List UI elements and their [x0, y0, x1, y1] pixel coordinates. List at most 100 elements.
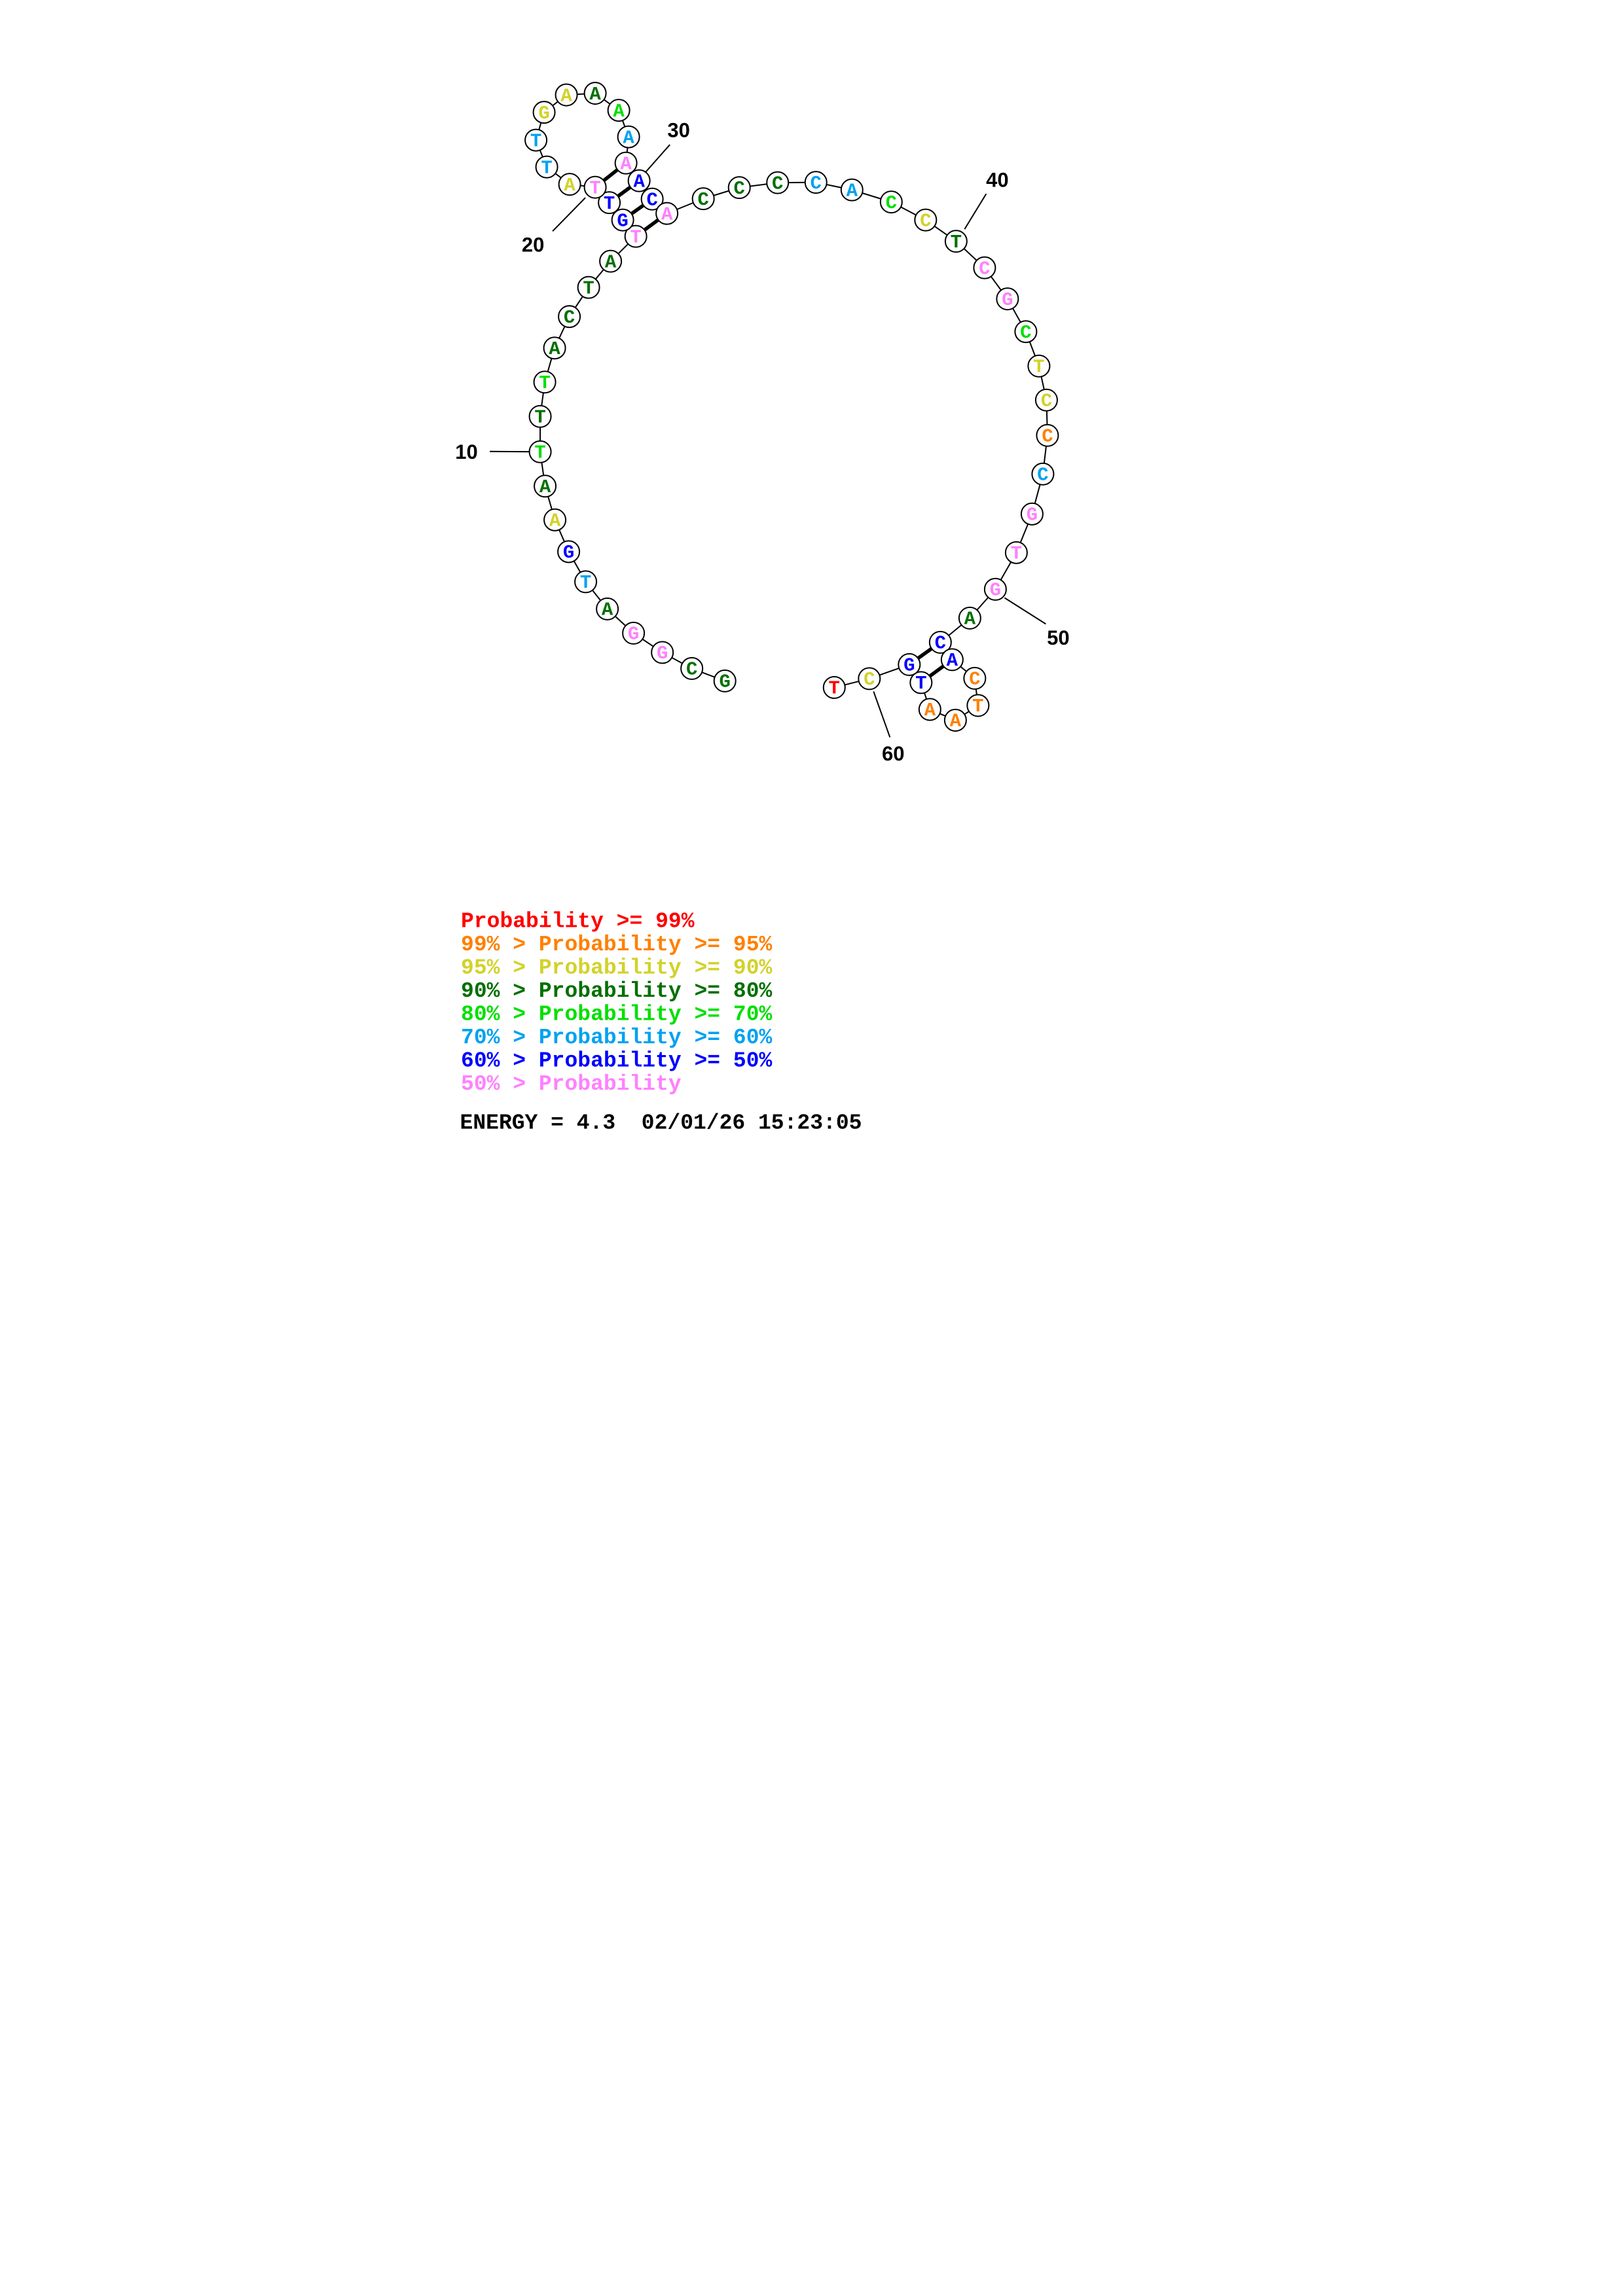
nucleotide-58-T: T [909, 671, 932, 694]
legend-row-1: Probability >= 99% [461, 910, 695, 934]
nucleotide-7-G: G [556, 540, 580, 564]
nucleotide-46-C: C [1035, 423, 1059, 448]
legend-row-5: 80% > Probability >= 70% [461, 1003, 772, 1027]
label-pointer-line [551, 197, 586, 232]
legend-row-4: 90% > Probability >= 80% [461, 979, 772, 1003]
nucleotide-base-letter: C [685, 659, 697, 681]
nucleotide-base-letter: C [563, 307, 574, 329]
nucleotide-base-letter: C [979, 258, 990, 279]
nucleotide-circle [583, 82, 607, 105]
nucleotide-51-A: A [958, 606, 981, 630]
nucleotide-circle [727, 176, 751, 200]
nucleotide-45-C: C [1034, 388, 1058, 412]
nucleotide-circle [983, 577, 1007, 601]
nucleotide-base-letter: G [903, 655, 915, 677]
nucleotide-11-T: T [528, 404, 552, 428]
nucleotide-circle [691, 187, 715, 211]
nucleotide-base-letter: C [885, 192, 896, 214]
nucleotide-36-C: C [804, 171, 828, 194]
nucleotide-circle [611, 208, 634, 232]
nucleotide-circle [533, 475, 556, 498]
nucleotide-18-G: G [611, 208, 634, 232]
nucleotide-base-letter: C [1020, 322, 1031, 344]
nucleotide-circle [650, 641, 674, 664]
nucleotide-8-A: A [543, 508, 566, 532]
probability-legend: Probability >= 99%99% > Probability >= 9… [461, 910, 772, 1097]
legend-row-3: 95% > Probability >= 90% [461, 956, 772, 980]
nucleotide-circle [822, 675, 846, 699]
label-pointer-line [1004, 597, 1046, 625]
nucleotide-base-letter: A [924, 700, 936, 721]
position-label-20: 20 [521, 234, 543, 257]
nucleotide-base-letter: T [541, 157, 552, 179]
nucleotide-base-letter: G [1002, 289, 1013, 311]
nucleotide-base-letter: T [530, 130, 541, 152]
nucleotide-circle [995, 287, 1019, 311]
nucleotide-circle [1030, 462, 1054, 486]
label-pointer-line [963, 193, 987, 230]
nucleotide-circle [543, 508, 566, 531]
nucleotide-49-T: T [1004, 541, 1028, 565]
nucleotide-circle [918, 698, 941, 721]
nucleotide-9-A: A [533, 475, 556, 498]
nucleotide-5-A: A [595, 597, 619, 621]
nucleotide-base-letter: C [733, 178, 744, 200]
nucleotide-base-letter: A [564, 175, 575, 196]
nucleotide-base-letter: T [630, 226, 641, 248]
nucleotide-circle [804, 171, 828, 194]
nucleotide-circle [556, 540, 580, 564]
nucleotide-circle [528, 404, 552, 428]
nucleotide-47-C: C [1030, 462, 1054, 486]
nucleotide-circle [557, 305, 581, 329]
nucleotide-circle [533, 370, 556, 394]
nucleotide-34-C: C [727, 176, 751, 200]
nucleotide-base-letter: A [604, 251, 616, 273]
nucleotide-57-A: A [918, 698, 941, 721]
nucleotide-circle [1035, 423, 1059, 447]
nucleotide-13-A: A [543, 336, 566, 360]
nucleotide-23-T: T [524, 128, 547, 152]
position-label-60: 60 [882, 742, 904, 765]
nucleotide-circle [962, 666, 986, 690]
nucleotide-circle [597, 191, 621, 215]
nucleotide-59-G: G [897, 653, 921, 677]
nucleotide-19-T: T [597, 191, 621, 215]
nucleotide-16-A: A [598, 249, 622, 273]
nucleotide-circle [1004, 541, 1028, 564]
nucleotide-55-T: T [966, 694, 989, 717]
label-pointer-line [644, 144, 670, 174]
nucleotide-base-letter: T [1010, 543, 1021, 565]
nucleotide-41-C: C [972, 256, 996, 279]
nucleotide-circle [943, 708, 967, 732]
nucleotide-base-letter: G [1026, 505, 1037, 526]
nucleotide-base-letter: A [549, 338, 560, 360]
nucleotide-circle [840, 178, 864, 202]
base-pair-bonds-layer [593, 161, 953, 685]
nucleotide-6-T: T [574, 570, 597, 594]
nucleotide-circle [535, 155, 558, 179]
nucleotide-base-letter: T [1033, 356, 1044, 378]
nucleotide-base-letter: C [810, 173, 821, 194]
nucleotide-20-T: T [583, 175, 607, 199]
nucleotide-base-letter: C [1037, 465, 1048, 486]
nucleotide-30-A: A [627, 169, 651, 192]
nucleotide-circle [765, 171, 789, 194]
nucleotide-base-letter: A [633, 171, 645, 192]
nucleotide-circle [583, 175, 607, 199]
nucleotide-circle [614, 151, 638, 175]
nucleotide-10-T: T [528, 440, 552, 464]
nucleotide-53-A: A [940, 648, 964, 672]
label-pointer-line [872, 691, 890, 738]
position-label-40: 40 [986, 169, 1008, 192]
nucleotide-base-letter: A [560, 85, 572, 107]
nucleotide-32-A: A [655, 202, 678, 225]
nucleotide-31-C: C [640, 187, 664, 211]
nucleotide-circle [543, 336, 566, 360]
nucleotide-circle [680, 656, 703, 680]
nucleotide-base-letter: A [623, 127, 634, 149]
nucleotide-base-letter: T [950, 232, 961, 253]
nucleotide-base-letter: G [562, 542, 574, 564]
nucleotide-base-letter: C [1040, 390, 1051, 412]
legend-row-8: 50% > Probability [461, 1072, 682, 1096]
